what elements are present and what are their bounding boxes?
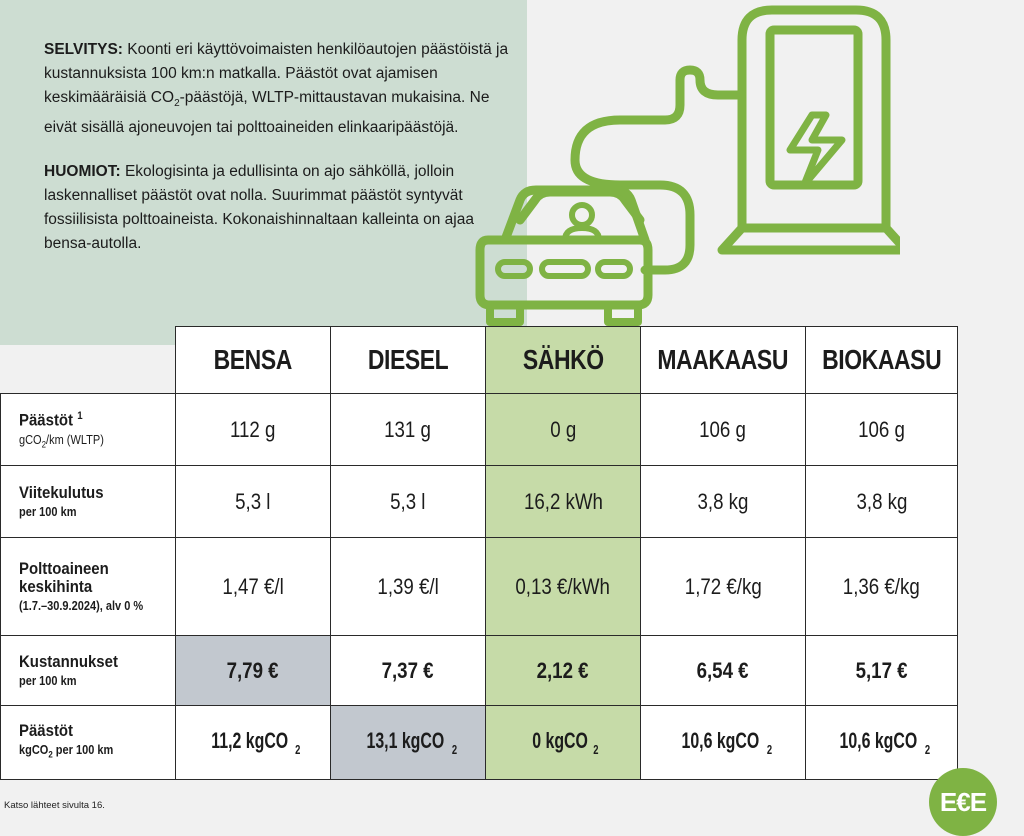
driver-icon <box>569 202 595 228</box>
car-grille <box>539 259 591 279</box>
huomiot-text: Ekologisinta ja edullisinta on ajo sähkö… <box>44 163 474 253</box>
cell-kustannukset-diesel: 7,37 € <box>330 635 486 706</box>
driver-body <box>562 225 602 243</box>
row-label-paastot: Päästöt 1 gCO2/km (WLTP) <box>0 393 176 466</box>
cell-paastot-sahko: 0 g <box>485 393 641 466</box>
row-label-kustannukset: Kustannukset per 100 km <box>0 635 176 706</box>
column-header-maakaasu: MAAKAASU <box>640 326 806 394</box>
table-row-polttoaineen-keskihinta: Polttoaineen keskihinta (1.7.–30.9.2024)… <box>0 537 958 636</box>
selvitys-text-a: Koonti eri käyttövoimaisten henkilöautoj… <box>44 41 509 106</box>
comparison-table: BENSA DIESEL SÄHKÖ MAAKAASU BIOKAASU Pää… <box>0 326 958 780</box>
cell-paastot100-bensa: 11,2 kgCO 2 <box>175 705 331 780</box>
charging-cable-icon <box>570 65 747 275</box>
row-label-paastot-100km: Päästöt kgCO2 per 100 km <box>0 705 176 780</box>
charging-station-icon <box>737 5 891 233</box>
car-headlight-right <box>595 259 633 279</box>
cell-keskihinta-diesel: 1,39 €/l <box>330 537 486 636</box>
cell-viitekulutus-diesel: 5,3 l <box>330 465 486 538</box>
selvitys-label: SELVITYS: <box>44 41 123 58</box>
charging-station-base <box>717 223 900 255</box>
table-row-kustannukset: Kustannukset per 100 km 7,79 € 7,37 € 2,… <box>0 635 958 706</box>
lightning-bolt-icon <box>786 111 846 189</box>
selvitys-subscript: 2 <box>174 98 180 110</box>
cell-kustannukset-biokaasu: 5,17 € <box>805 635 958 706</box>
cell-kustannukset-maakaasu: 6,54 € <box>640 635 806 706</box>
cell-kustannukset-sahko: 2,12 € <box>485 635 641 706</box>
cell-paastot100-maakaasu: 10,6 kgCO 2 <box>640 705 806 780</box>
column-header-diesel: DIESEL <box>330 326 486 394</box>
table-row-viitekulutus: Viitekulutus per 100 km 5,3 l 5,3 l 16,2… <box>0 465 958 538</box>
cell-kustannukset-bensa: 7,79 € <box>175 635 331 706</box>
car-body <box>475 235 653 310</box>
cell-viitekulutus-maakaasu: 3,8 kg <box>640 465 806 538</box>
car-wheel-right <box>604 301 642 326</box>
intro-panel <box>0 0 527 345</box>
table-header-row: BENSA DIESEL SÄHKÖ MAAKAASU BIOKAASU <box>1 326 958 394</box>
station-screen-icon <box>765 25 863 190</box>
cell-paastot100-biokaasu: 10,6 kgCO 2 <box>805 705 958 780</box>
cell-keskihinta-bensa: 1,47 €/l <box>175 537 331 636</box>
table-corner <box>1 327 176 394</box>
huomiot-paragraph: HUOMIOT: Ekologisinta ja edullisinta on … <box>44 160 514 256</box>
selvitys-paragraph: SELVITYS: Koonti eri käyttövoimaisten he… <box>44 38 514 140</box>
car-headlight-left <box>495 259 533 279</box>
cell-viitekulutus-bensa: 5,3 l <box>175 465 331 538</box>
column-header-biokaasu: BIOKAASU <box>805 326 958 394</box>
cell-paastot-bensa: 112 g <box>175 393 331 466</box>
logo-text: E€E <box>939 786 987 817</box>
cell-paastot-maakaasu: 106 g <box>640 393 806 466</box>
table-row-paastot: Päästöt 1 gCO2/km (WLTP) 112 g 131 g 0 g… <box>0 393 958 466</box>
intro-text: SELVITYS: Koonti eri käyttövoimaisten he… <box>44 38 514 276</box>
huomiot-label: HUOMIOT: <box>44 163 121 181</box>
footnote: Katso lähteet sivulta 16. <box>4 800 105 811</box>
cell-keskihinta-maakaasu: 1,72 €/kg <box>640 537 806 636</box>
column-header-sahko: SÄHKÖ <box>485 326 641 394</box>
cell-keskihinta-biokaasu: 1,36 €/kg <box>805 537 958 636</box>
row-label-viitekulutus: Viitekulutus per 100 km <box>0 465 176 538</box>
row-label-keskihinta: Polttoaineen keskihinta (1.7.–30.9.2024)… <box>0 537 176 636</box>
column-header-bensa: BENSA <box>175 326 331 394</box>
car-roof <box>500 185 650 245</box>
cell-paastot100-diesel: 13,1 kgCO 2 <box>330 705 486 780</box>
cell-paastot-biokaasu: 106 g <box>805 393 958 466</box>
table-row-paastot-100km: Päästöt kgCO2 per 100 km 11,2 kgCO 2 13,1… <box>0 705 958 780</box>
cell-paastot-diesel: 131 g <box>330 393 486 466</box>
cell-keskihinta-sahko: 0,13 €/kWh <box>485 537 641 636</box>
logo: E€E <box>929 768 997 836</box>
cell-paastot100-sahko: 0 kgCO 2 <box>485 705 641 780</box>
car-wheel-left <box>486 301 524 326</box>
cell-viitekulutus-biokaasu: 3,8 kg <box>805 465 958 538</box>
cell-viitekulutus-sahko: 16,2 kWh <box>485 465 641 538</box>
selvitys-text-b: -päästöjä, WLTP-mittaustavan mukaisina. … <box>44 89 490 137</box>
ev-charging-illustration <box>475 5 900 326</box>
